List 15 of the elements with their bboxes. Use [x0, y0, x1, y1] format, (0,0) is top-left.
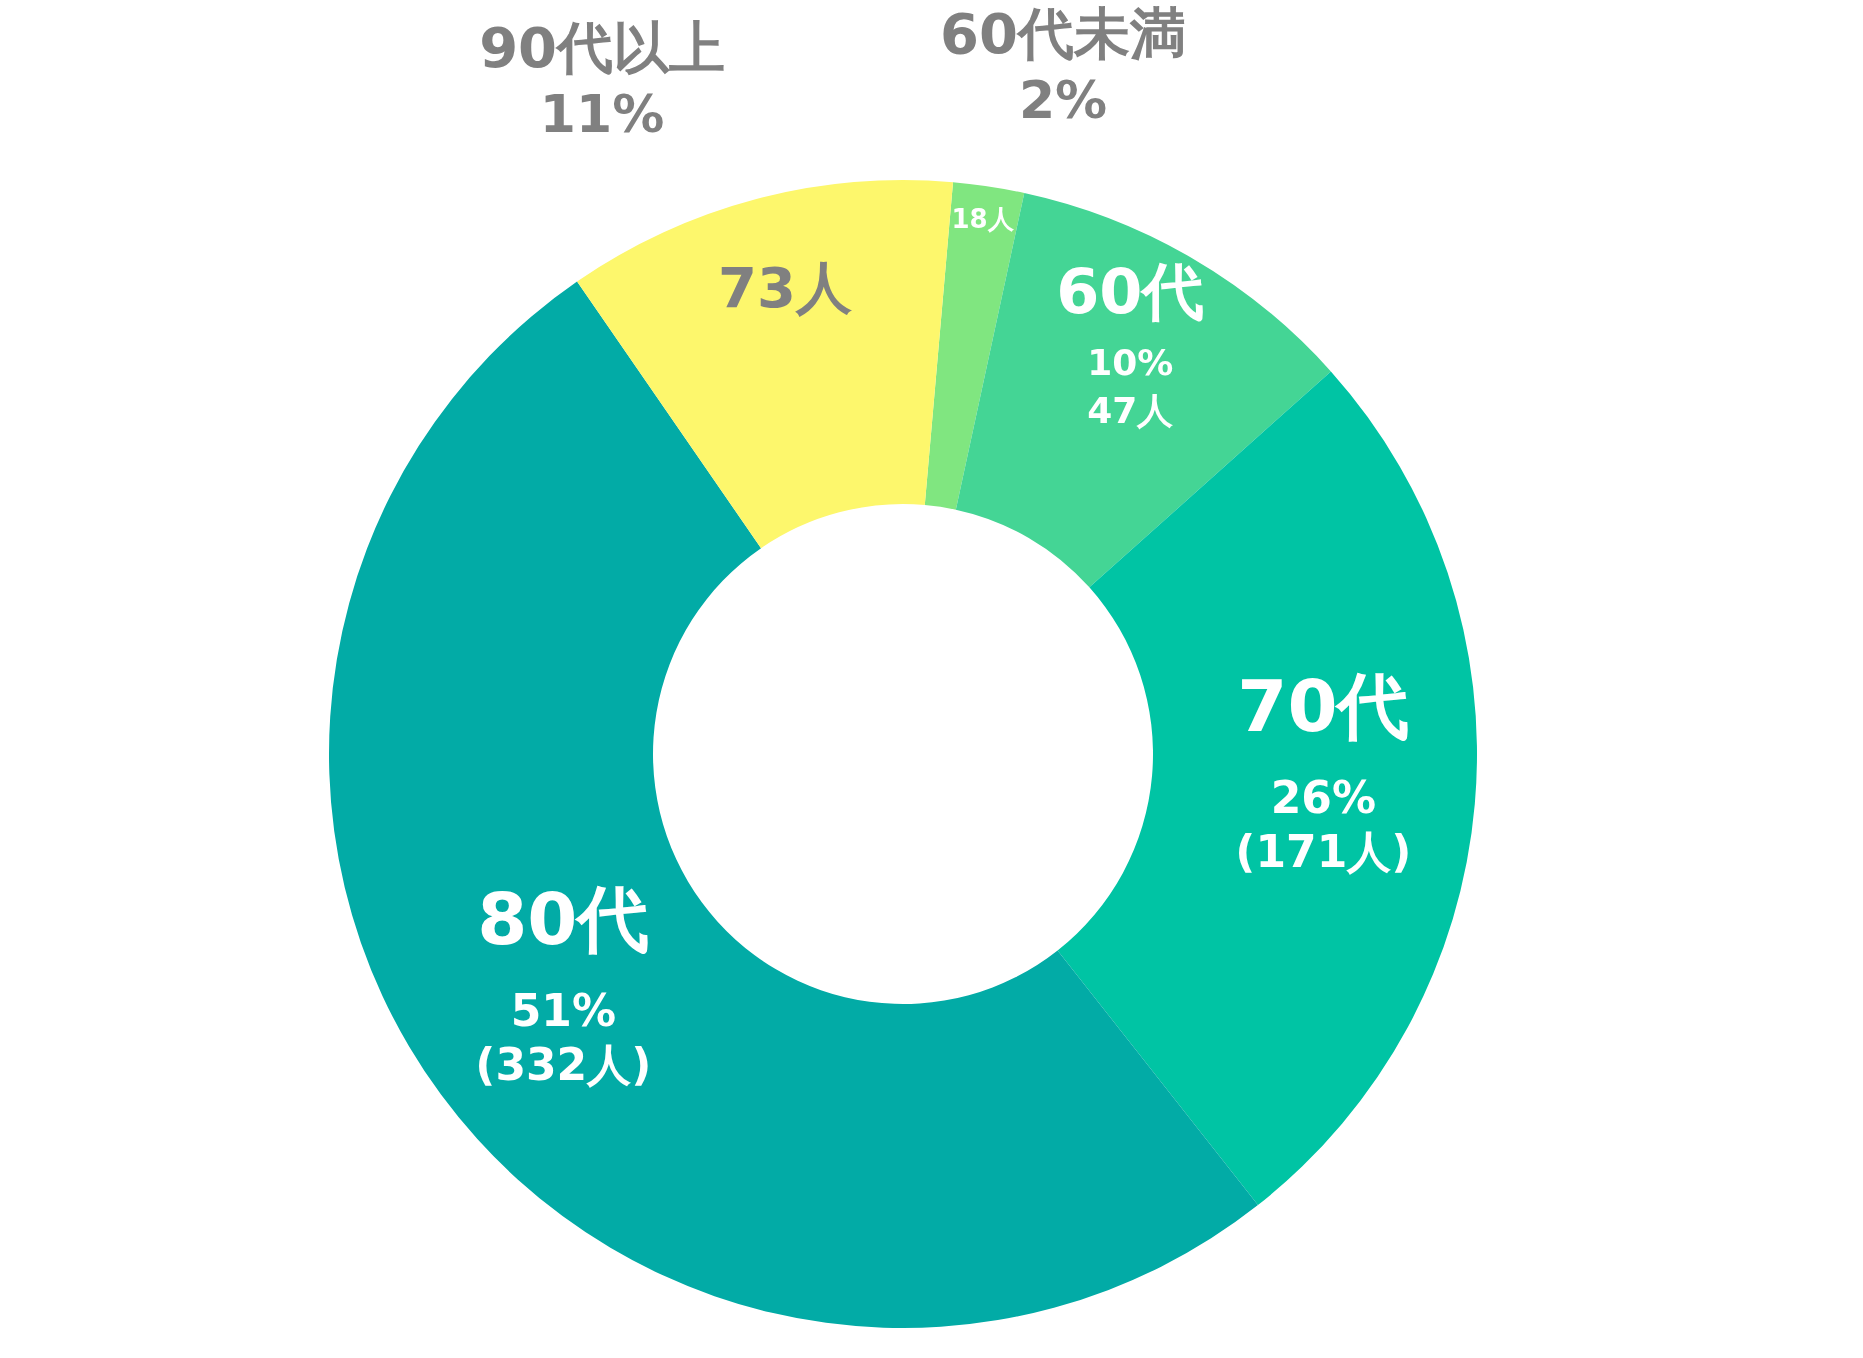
data-label: 26%	[1270, 771, 1377, 823]
text: 47人	[1087, 390, 1174, 432]
slice-label: 60代未満	[940, 0, 1187, 66]
text: (332人)	[475, 1039, 652, 1091]
text: 18人	[951, 203, 1014, 234]
slice-label: 90代以上	[479, 15, 726, 81]
slice-label: 60代	[1056, 255, 1205, 329]
data-label: 2%	[1018, 69, 1108, 130]
slice-label: 80代	[477, 877, 650, 962]
slice-label: 70代	[1237, 663, 1410, 748]
text: (171人)	[1235, 825, 1412, 877]
data-label: 51%	[510, 985, 616, 1037]
text: 73人	[718, 255, 852, 321]
data-label: 10%	[1087, 342, 1174, 384]
data-label: 11%	[539, 84, 665, 145]
